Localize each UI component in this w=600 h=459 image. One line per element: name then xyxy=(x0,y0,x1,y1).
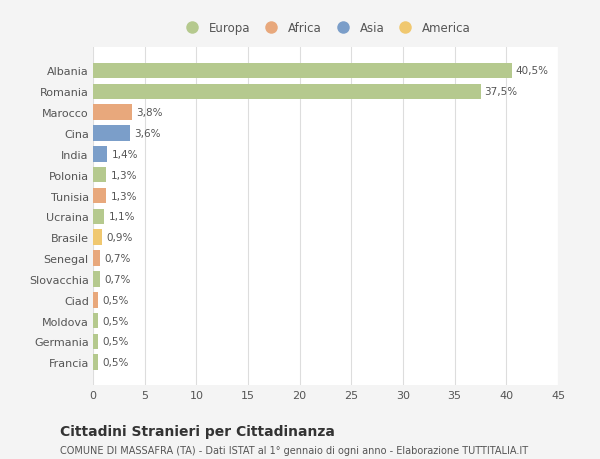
Text: 0,5%: 0,5% xyxy=(102,336,128,347)
Bar xyxy=(93,334,98,349)
Text: 1,4%: 1,4% xyxy=(112,150,138,159)
Bar xyxy=(93,63,511,79)
Bar xyxy=(93,251,100,266)
Text: 1,3%: 1,3% xyxy=(110,170,137,180)
Bar xyxy=(93,188,106,204)
Text: 0,9%: 0,9% xyxy=(106,233,133,243)
Bar xyxy=(93,209,104,224)
Text: COMUNE DI MASSAFRA (TA) - Dati ISTAT al 1° gennaio di ogni anno - Elaborazione T: COMUNE DI MASSAFRA (TA) - Dati ISTAT al … xyxy=(60,445,528,455)
Text: 0,7%: 0,7% xyxy=(104,274,131,284)
Text: 0,7%: 0,7% xyxy=(104,253,131,263)
Text: Cittadini Stranieri per Cittadinanza: Cittadini Stranieri per Cittadinanza xyxy=(60,425,335,438)
Legend: Europa, Africa, Asia, America: Europa, Africa, Asia, America xyxy=(176,17,475,39)
Bar xyxy=(93,105,132,121)
Bar xyxy=(93,271,100,287)
Bar xyxy=(93,168,106,183)
Text: 3,8%: 3,8% xyxy=(136,108,163,118)
Text: 0,5%: 0,5% xyxy=(102,295,128,305)
Text: 0,5%: 0,5% xyxy=(102,316,128,326)
Bar xyxy=(93,355,98,370)
Bar xyxy=(93,147,107,162)
Text: 1,1%: 1,1% xyxy=(109,212,135,222)
Bar xyxy=(93,313,98,329)
Text: 3,6%: 3,6% xyxy=(134,129,161,139)
Bar xyxy=(93,292,98,308)
Text: 0,5%: 0,5% xyxy=(102,358,128,367)
Bar xyxy=(93,84,481,100)
Text: 40,5%: 40,5% xyxy=(515,67,548,76)
Bar xyxy=(93,230,102,246)
Text: 37,5%: 37,5% xyxy=(485,87,518,97)
Text: 1,3%: 1,3% xyxy=(110,191,137,201)
Bar xyxy=(93,126,130,141)
